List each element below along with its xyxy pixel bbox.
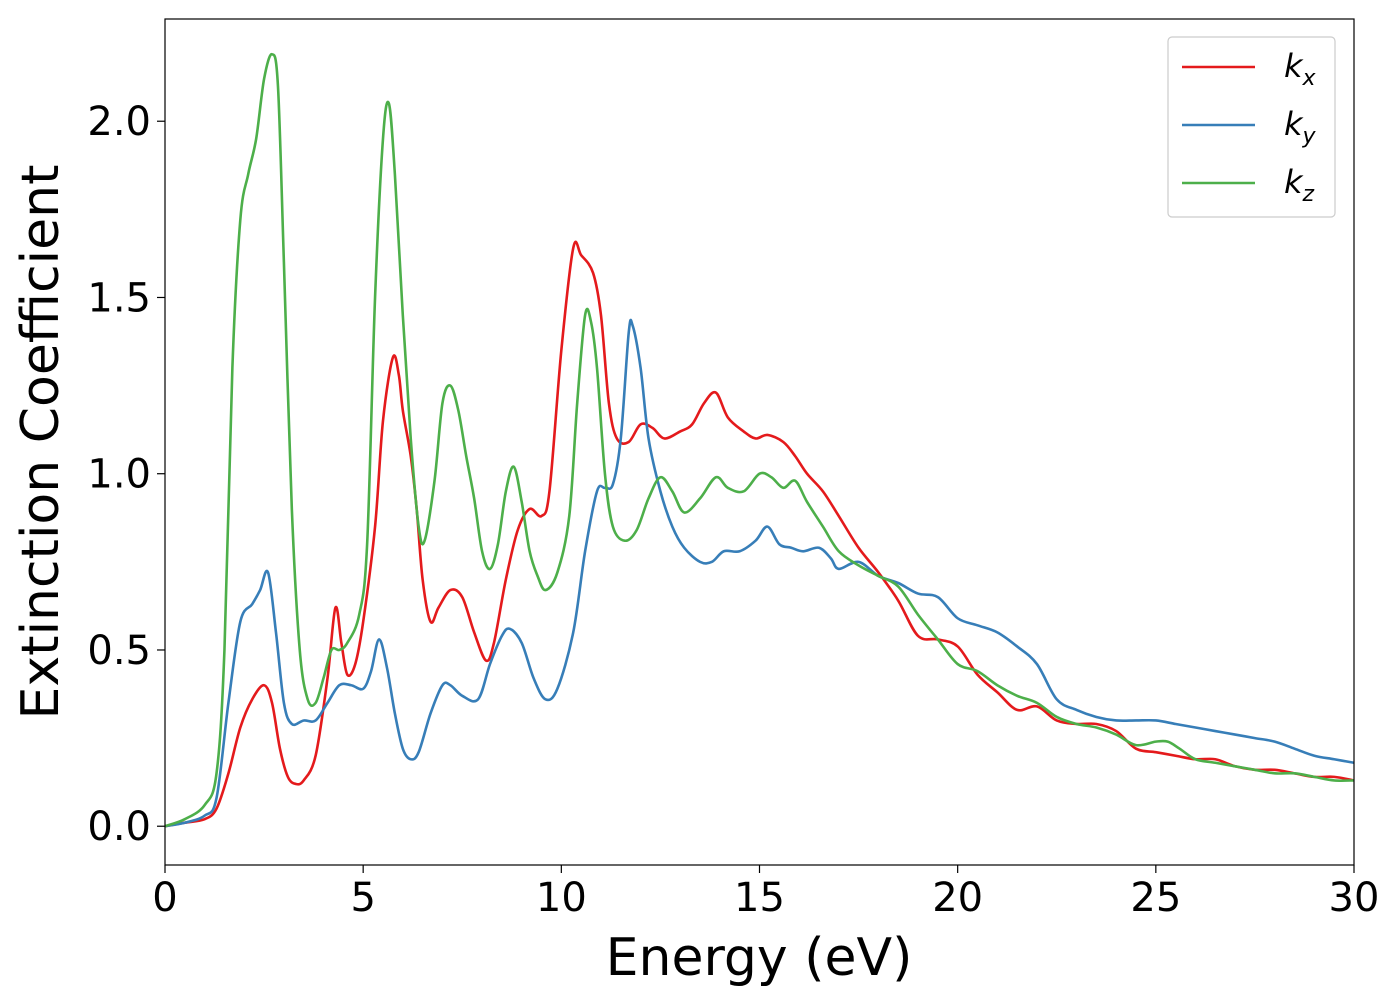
y-axis-title: Extinction Coefficient	[11, 165, 71, 720]
x-tick-label: 10	[536, 875, 587, 921]
series-lines	[165, 52, 1354, 828]
x-tick-label: 30	[1329, 875, 1380, 921]
x-tick-label: 5	[350, 875, 375, 921]
y-tick-label: 2.0	[87, 99, 151, 145]
series-line-kx	[165, 240, 1354, 828]
x-tick-label: 20	[932, 875, 983, 921]
y-tick-label: 0.0	[87, 804, 151, 850]
x-tick-label: 0	[152, 875, 177, 921]
legend-label-kz: kz	[1284, 163, 1315, 207]
x-axis-title: Energy (eV)	[606, 928, 913, 988]
y-tick-label: 0.5	[87, 628, 151, 674]
x-tick-label: 15	[734, 875, 785, 921]
x-tick-label: 25	[1130, 875, 1181, 921]
series-line-kz	[165, 52, 1354, 828]
legend-label-kx: kx	[1284, 47, 1317, 91]
legend: kx ky kz	[1167, 36, 1336, 218]
y-tick-label: 1.0	[87, 452, 151, 498]
legend-box	[1167, 36, 1336, 218]
legend-label-ky: ky	[1284, 105, 1317, 149]
axis-ticks: 0 5 10 15 20 25 30 0.0 0.5 1.0 1.5 2.0	[87, 99, 1379, 921]
series-line-ky	[165, 318, 1354, 828]
y-tick-label: 1.5	[87, 275, 151, 321]
